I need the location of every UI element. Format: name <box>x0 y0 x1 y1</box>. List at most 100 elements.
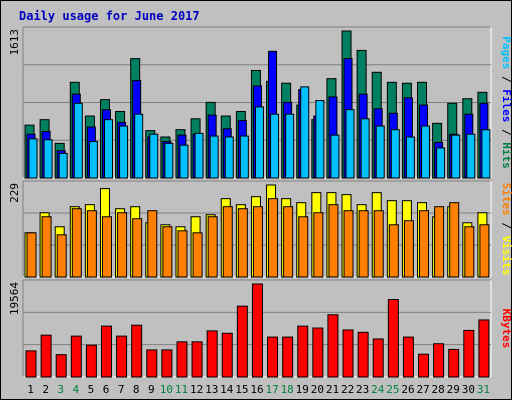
bar-sites <box>313 212 324 278</box>
x-tick-label: 28 <box>432 383 445 396</box>
bar-pages <box>73 102 83 179</box>
bar-pages <box>451 134 461 179</box>
x-tick-label: 25 <box>386 383 399 396</box>
bar-kbytes <box>236 305 248 378</box>
bar-kbytes <box>433 343 445 378</box>
bar-sites <box>252 206 263 278</box>
right-axis-label-part: Pages <box>500 36 512 69</box>
bar-pages <box>300 86 310 179</box>
bar-kbytes <box>206 330 218 378</box>
kbytes-panel: 19564 KBytes <box>8 279 512 378</box>
bar-sites <box>358 210 369 278</box>
x-tick-label: 20 <box>311 383 324 396</box>
bar-pages <box>119 125 129 179</box>
x-tick-label: 16 <box>250 383 263 396</box>
bar-sites <box>192 232 203 278</box>
x-tick-label: 26 <box>401 383 414 396</box>
bar-pages <box>194 132 204 179</box>
bar-sites <box>283 206 294 278</box>
bar-kbytes <box>251 283 263 378</box>
bar-kbytes <box>100 325 112 378</box>
x-tick-label: 18 <box>281 383 294 396</box>
bar-pages <box>43 139 53 179</box>
bar-sites <box>147 210 158 278</box>
bar-sites <box>403 220 414 278</box>
bar-sites <box>222 206 233 278</box>
y-max-label: 1613 <box>8 29 21 56</box>
bar-pages <box>224 136 234 179</box>
bar-pages <box>390 129 400 179</box>
x-tick-label: 17 <box>265 383 278 396</box>
bar-pages <box>58 152 68 179</box>
x-tick-label: 19 <box>296 383 309 396</box>
bar-kbytes <box>25 350 37 378</box>
bar-sites <box>479 224 490 278</box>
bar-sites <box>56 234 67 278</box>
bar-kbytes <box>448 348 460 378</box>
bar-kbytes <box>116 335 128 378</box>
right-axis-label-part: Visits <box>500 236 512 276</box>
x-tick-label: 9 <box>148 383 155 396</box>
bar-kbytes <box>282 336 294 378</box>
right-axis-label-part: KBytes <box>500 309 512 349</box>
right-axis-label-part: Hits <box>500 142 512 169</box>
bar-kbytes <box>312 327 324 378</box>
visits-panel: 229 Sites / Visits <box>8 180 512 278</box>
bar-sites <box>132 218 143 278</box>
x-tick-label: 23 <box>356 383 369 396</box>
bar-kbytes <box>418 353 430 378</box>
bar-sites <box>26 232 37 278</box>
x-tick-label: 31 <box>477 383 490 396</box>
bar-pages <box>134 113 144 179</box>
bar-sites <box>86 210 97 278</box>
bar-sites <box>328 204 339 278</box>
bar-sites <box>373 210 384 278</box>
bar-sites <box>434 206 445 278</box>
right-axis-label-part: Files <box>500 89 512 122</box>
bar-kbytes <box>478 319 490 378</box>
bar-kbytes <box>387 299 399 378</box>
x-tick-label: 30 <box>462 383 475 396</box>
bar-sites <box>298 216 309 278</box>
bar-kbytes <box>297 325 309 378</box>
bar-sites <box>177 230 188 278</box>
right-axis-label: KBytes <box>500 309 512 349</box>
x-tick-label: 7 <box>118 383 125 396</box>
x-tick-label: 1 <box>27 383 34 396</box>
bar-kbytes <box>357 331 369 378</box>
bar-kbytes <box>146 349 158 378</box>
bar-kbytes <box>221 332 233 378</box>
x-tick-label: 13 <box>205 383 218 396</box>
x-tick-label: 2 <box>42 383 49 396</box>
bar-sites <box>162 226 173 278</box>
bar-pages <box>421 125 431 179</box>
y-max-label: 19564 <box>8 282 21 315</box>
x-tick-label: 3 <box>57 383 64 396</box>
x-tick-label: 4 <box>73 383 80 396</box>
x-tick-label: 8 <box>133 383 140 396</box>
bar-sites <box>71 208 82 278</box>
right-axis-label-part: / <box>500 122 512 142</box>
bar-sites <box>419 210 430 278</box>
bar-pages <box>103 119 113 179</box>
bar-sites <box>343 210 354 278</box>
bar-kbytes <box>85 344 97 378</box>
bar-kbytes <box>191 341 203 378</box>
x-axis-labels: 1 2 3 4 5 6 7 8 9 10 11 12 13 14 15 16 17 18 19 20 21 22 23 24 2… <box>27 383 490 396</box>
x-tick-label: 27 <box>416 383 429 396</box>
bar-pages <box>179 144 189 179</box>
right-axis-label: Pages / Files / Hits <box>500 36 512 169</box>
bar-pages <box>360 118 370 179</box>
bar-pages <box>239 135 249 179</box>
bar-sites <box>388 224 399 278</box>
bar-pages <box>209 135 219 179</box>
bar-kbytes <box>402 336 414 378</box>
bar-kbytes <box>176 341 188 378</box>
x-tick-label: 6 <box>103 383 110 396</box>
x-tick-label: 10 <box>160 383 173 396</box>
bar-pages <box>270 113 280 179</box>
bar-pages <box>88 141 98 179</box>
bar-kbytes <box>327 314 339 378</box>
chart-title: Daily usage for June 2017 <box>19 9 200 23</box>
